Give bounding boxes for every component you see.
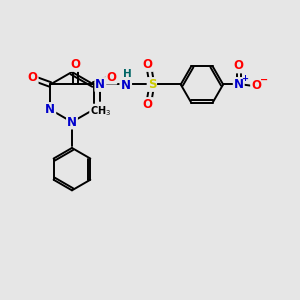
Text: H: H bbox=[123, 69, 132, 79]
Text: O: O bbox=[142, 98, 152, 111]
Text: N: N bbox=[67, 116, 77, 128]
Text: O: O bbox=[106, 70, 116, 84]
Text: H: H bbox=[122, 77, 131, 87]
Text: O: O bbox=[142, 58, 152, 71]
Text: O: O bbox=[28, 70, 38, 84]
Text: N: N bbox=[120, 80, 130, 92]
Text: O: O bbox=[70, 58, 80, 71]
Text: N: N bbox=[45, 103, 55, 116]
Text: N: N bbox=[95, 78, 105, 91]
Text: +: + bbox=[241, 74, 248, 82]
Text: N: N bbox=[234, 78, 244, 91]
Text: −: − bbox=[260, 74, 268, 85]
Text: O: O bbox=[234, 59, 244, 72]
Text: S: S bbox=[148, 78, 156, 91]
Text: O: O bbox=[251, 80, 261, 92]
Text: CH$_3$: CH$_3$ bbox=[90, 104, 111, 118]
